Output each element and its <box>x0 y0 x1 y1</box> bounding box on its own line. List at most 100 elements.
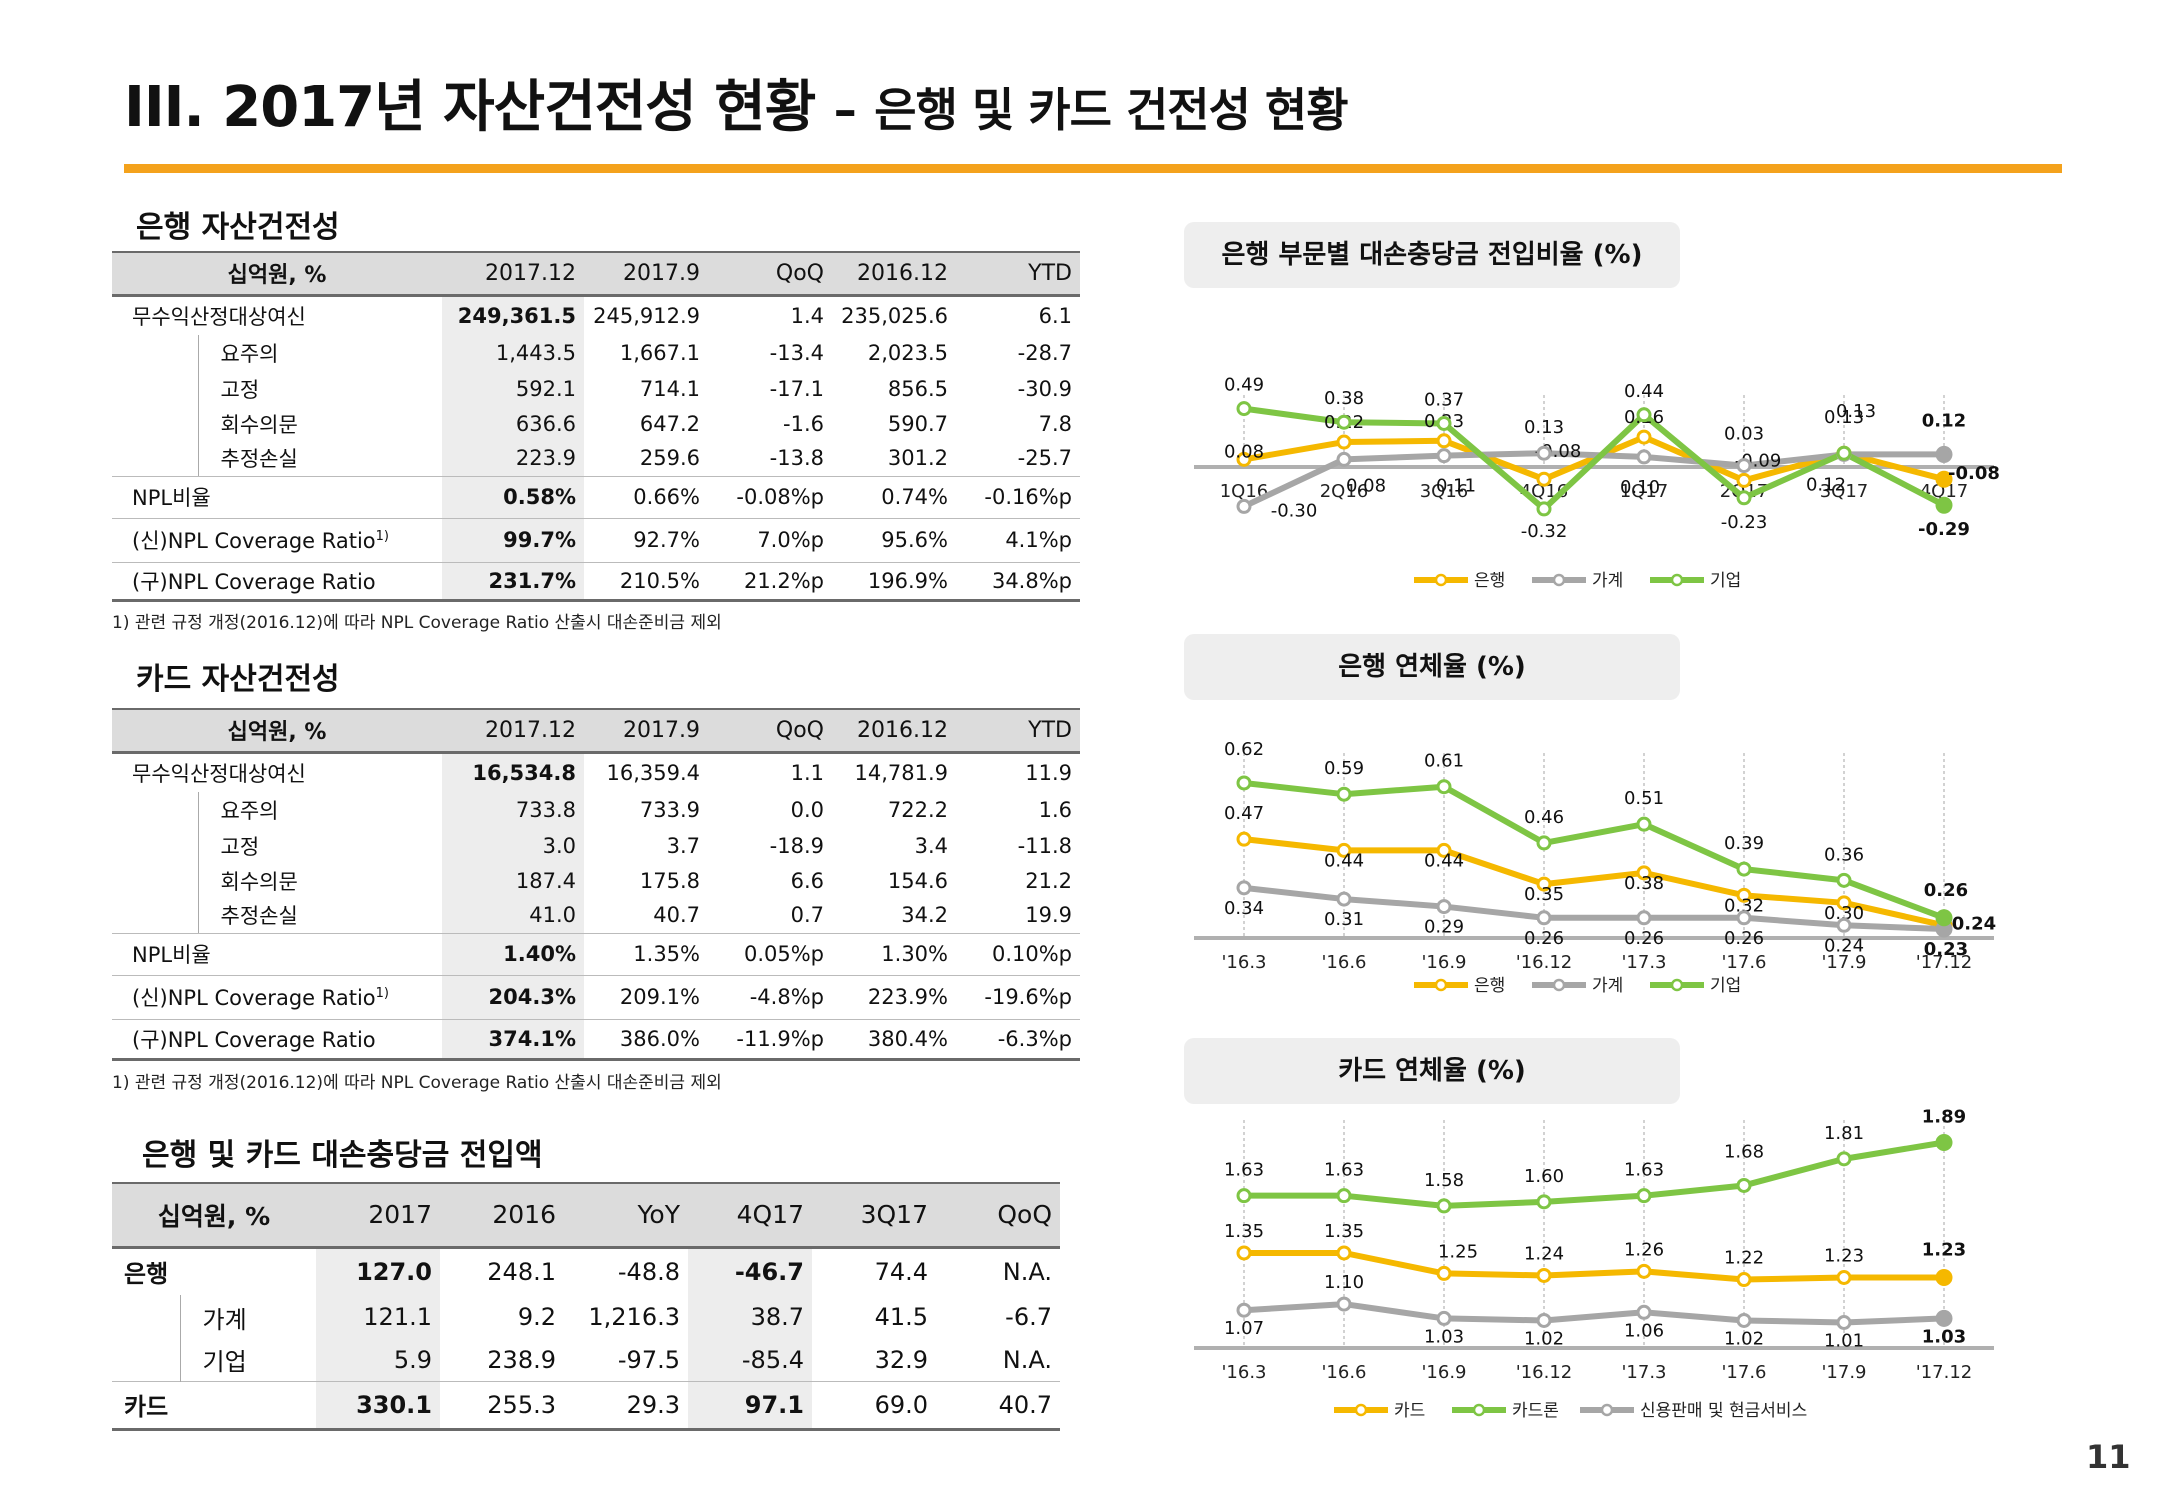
row-label: 카드 <box>112 1380 316 1431</box>
data-label: 1.58 <box>1424 1170 1464 1191</box>
data-label: 1.35 <box>1324 1221 1364 1242</box>
data-label: -0.23 <box>1721 512 1768 533</box>
data-point <box>1436 1198 1452 1214</box>
data-point <box>1935 1309 1953 1327</box>
data-point <box>1236 1188 1252 1204</box>
footnote-marker: 1) <box>375 529 389 544</box>
table-cell: 1.1 <box>790 760 824 785</box>
data-point <box>1636 865 1652 881</box>
table-cell: 590.7 <box>887 411 948 436</box>
row-label-text: (신)NPL Coverage Ratio <box>132 986 376 1010</box>
column-header: QoQ <box>775 717 824 743</box>
row-label: NPL비율 <box>112 932 442 975</box>
table-cell: 255.3 <box>440 1380 564 1431</box>
data-label: 0.11 <box>1436 476 1476 497</box>
table-cell: 722.2 <box>887 798 948 822</box>
data-label: 1.03 <box>1424 1326 1464 1347</box>
table-cell: 40.7 <box>936 1380 1060 1431</box>
indent-cell <box>112 335 198 371</box>
provision-title: 은행 및 카드 대손충당금 전입액 <box>142 1138 543 1173</box>
table-cell: 41.0 <box>442 898 584 934</box>
column-header: 십억원, % <box>157 1201 271 1231</box>
data-point <box>1836 917 1852 933</box>
data-label: 0.35 <box>1524 884 1564 905</box>
data-point <box>1536 501 1552 517</box>
table-cell: 11.9 <box>1025 760 1072 785</box>
table-row: 추정손실 223.9 259.6 -13.8 301.2 -25.7 <box>112 441 1080 477</box>
x-tick-label: '17.3 <box>1621 952 1666 973</box>
table-cell: -6.7 <box>1005 1303 1052 1331</box>
data-point <box>1736 887 1752 903</box>
table-row: 가계 121.1 9.2 1,216.3 38.7 41.5 -6.7 <box>112 1295 1060 1339</box>
legend-item: 가계 <box>1532 571 1623 591</box>
data-label: 1.02 <box>1524 1328 1564 1349</box>
x-tick-label: 1Q17 <box>1620 481 1669 502</box>
table-cell: -18.9 <box>769 833 824 858</box>
data-label: -0.29 <box>1918 519 1970 540</box>
data-point <box>1836 872 1852 888</box>
table-cell: 99.7% <box>442 517 584 562</box>
table-cell: 204.3% <box>442 974 584 1019</box>
indent-cell <box>112 1339 180 1381</box>
table-row: 요주의 1,443.5 1,667.1 -13.4 2,023.5 -28.7 <box>112 335 1080 371</box>
row-label-text: 무수익산정대상여신 <box>132 761 306 786</box>
table-cell: 1,667.1 <box>619 341 700 365</box>
legend-item: 은행 <box>1414 571 1505 591</box>
data-label: 0.59 <box>1324 758 1364 779</box>
legend-marker <box>1552 978 1566 992</box>
data-point <box>1935 470 1953 488</box>
table-cell: 41.5 <box>874 1303 928 1331</box>
table-row: 기업 5.9 238.9 -97.5 -85.4 32.9 N.A. <box>112 1339 1060 1381</box>
table-row: 카드 330.1 255.3 29.3 97.1 69.0 40.7 <box>112 1380 1060 1431</box>
column-header: QoQ <box>775 260 824 286</box>
table-cell: 121.1 <box>316 1295 440 1339</box>
table-row: 요주의 733.8 733.9 0.0 722.2 1.6 <box>112 792 1080 828</box>
table-cell: 7.8 <box>1038 411 1072 436</box>
table-cell: 1.40% <box>442 932 584 975</box>
data-label: 1.25 <box>1438 1241 1478 1262</box>
column-header: 2017.9 <box>623 717 700 743</box>
data-label: -0.30 <box>1271 500 1318 521</box>
legend-label: 기업 <box>1710 571 1741 591</box>
table-row: NPL비율 0.58% 0.66% -0.08%p 0.74% -0.16%p <box>112 475 1080 518</box>
data-point <box>1636 1304 1652 1320</box>
table-cell: -13.8 <box>708 441 832 477</box>
table-cell: 259.6 <box>584 441 708 477</box>
data-label: -0.08 <box>1948 463 2000 484</box>
table-cell: 2,023.5 <box>867 341 948 365</box>
row-label-text: 무수익산정대상여신 <box>132 304 306 329</box>
table-cell: 196.9% <box>832 561 956 602</box>
table-cell: 16,534.8 <box>442 752 584 792</box>
data-label: 0.12 <box>1922 410 1966 431</box>
row-label: 회수의문 <box>197 863 442 898</box>
table-cell: 6.1 <box>1038 303 1072 328</box>
data-point <box>1336 434 1352 450</box>
table-cell: -48.8 <box>617 1257 680 1286</box>
series-line <box>1242 450 1944 510</box>
data-point <box>1836 1270 1852 1285</box>
indent-cell <box>112 828 198 863</box>
data-point <box>1536 876 1552 892</box>
row-label: NPL비율 <box>112 475 442 518</box>
data-label: 0.24 <box>1952 913 1996 934</box>
data-label: 1.63 <box>1624 1160 1664 1181</box>
data-label: 0.37 <box>1424 389 1464 410</box>
data-label: -0.32 <box>1521 521 1568 542</box>
data-label: 0.26 <box>1624 928 1664 949</box>
row-label: 회수의문 <box>197 406 442 441</box>
data-point <box>1436 899 1452 915</box>
indent-cell <box>112 792 198 828</box>
table-cell: 29.3 <box>564 1380 688 1431</box>
data-point <box>1636 1188 1652 1204</box>
data-point <box>1336 891 1352 907</box>
data-label: 0.61 <box>1424 751 1464 772</box>
data-label: 0.03 <box>1724 424 1764 445</box>
card-asset-table: 십억원, % 2017.12 2017.9 QoQ 2016.12 YTD 무수익산정대상… <box>112 708 1080 1061</box>
table-cell: -1.6 <box>783 411 824 436</box>
table-cell: -85.4 <box>688 1339 812 1381</box>
legend-marker <box>1434 978 1448 992</box>
table-cell: 1.6 <box>1038 798 1072 822</box>
data-label: 0.23 <box>1924 939 1968 960</box>
row-label: 요주의 <box>197 792 442 828</box>
table-cell: 4.1%p <box>956 517 1080 562</box>
